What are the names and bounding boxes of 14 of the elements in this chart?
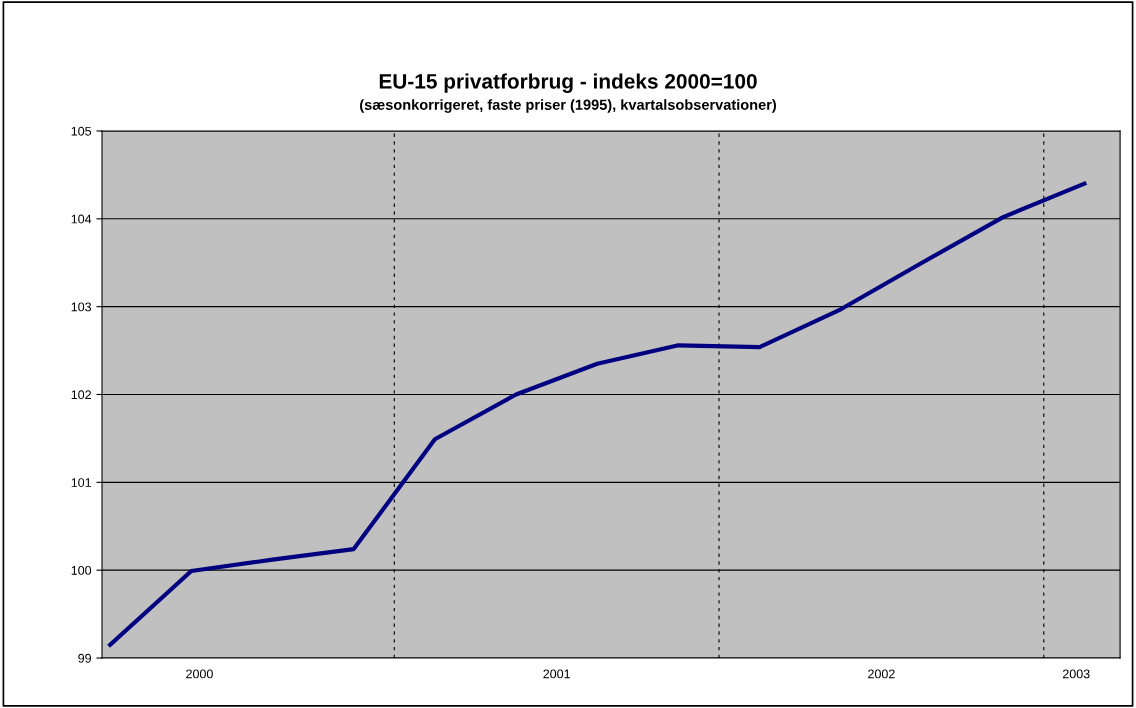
y-tick-label: 101 (71, 478, 91, 487)
line-series (108, 181, 1087, 647)
x-tick-label: 2000 (186, 669, 213, 679)
y-tick-label: 99 (78, 653, 92, 663)
y-tick-label: 102 (71, 390, 91, 400)
chart-subtitle: (sæsonkorrigeret, faste priser (1995), kvartalsobservationer) (360, 99, 776, 113)
y-tick-label: 100 (71, 565, 92, 575)
y-tick-label: 104 (71, 214, 92, 224)
x-tick-label: 2001 (543, 669, 570, 679)
x-tick-label: 2002 (868, 669, 895, 679)
chart-title: EU-15 privatforbrug - indeks 2000=100 (379, 73, 757, 93)
x-tick-label: 2003 (1062, 669, 1090, 679)
y-tick-label: 105 (71, 126, 92, 136)
y-tick-label: 103 (71, 302, 92, 312)
